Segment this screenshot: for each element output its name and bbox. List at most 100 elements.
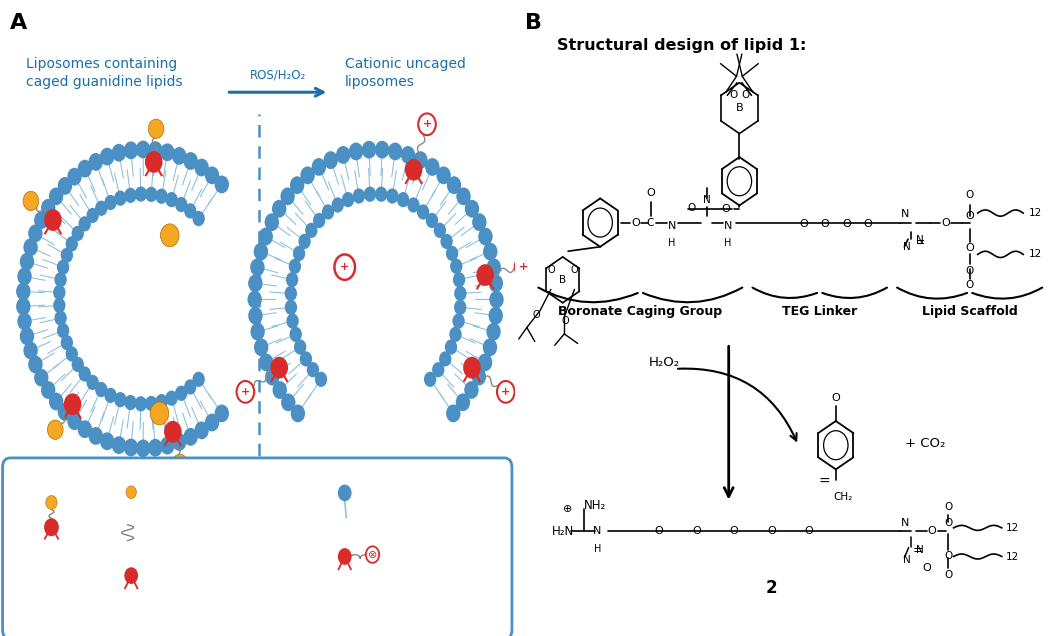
Circle shape — [248, 307, 262, 324]
Circle shape — [259, 354, 273, 371]
Circle shape — [23, 191, 39, 211]
Circle shape — [172, 433, 187, 451]
Circle shape — [254, 338, 269, 356]
Text: B: B — [560, 275, 566, 285]
Circle shape — [353, 188, 365, 204]
Circle shape — [258, 228, 273, 245]
Circle shape — [397, 192, 410, 207]
Circle shape — [401, 146, 415, 164]
Circle shape — [65, 347, 78, 362]
Circle shape — [44, 209, 62, 231]
Text: O: O — [944, 570, 952, 581]
Circle shape — [166, 192, 177, 207]
Circle shape — [67, 168, 82, 186]
Circle shape — [49, 188, 63, 205]
Circle shape — [464, 381, 479, 399]
Circle shape — [125, 568, 138, 583]
Circle shape — [78, 160, 92, 177]
Text: C: C — [647, 218, 654, 228]
Circle shape — [437, 167, 450, 184]
Circle shape — [96, 382, 107, 398]
Text: O: O — [842, 219, 850, 229]
Circle shape — [86, 208, 99, 223]
Text: O: O — [688, 203, 696, 213]
Text: O: O — [692, 526, 701, 536]
Circle shape — [405, 159, 422, 181]
Text: Cationic uncaged
liposomes: Cationic uncaged liposomes — [344, 57, 465, 88]
Circle shape — [286, 272, 298, 287]
Text: O: O — [730, 526, 738, 536]
Text: +: + — [422, 120, 432, 129]
Circle shape — [434, 223, 446, 238]
Circle shape — [45, 519, 58, 536]
Text: H: H — [668, 238, 675, 249]
Circle shape — [28, 356, 43, 373]
Text: N: N — [724, 221, 732, 231]
Circle shape — [184, 152, 197, 170]
Text: Liposomes containing
caged guanidine lipids: Liposomes containing caged guanidine lip… — [25, 57, 183, 88]
Circle shape — [497, 381, 514, 403]
Circle shape — [124, 188, 136, 203]
Circle shape — [23, 238, 38, 256]
Circle shape — [88, 153, 103, 171]
Circle shape — [161, 224, 180, 247]
Circle shape — [111, 436, 126, 454]
Circle shape — [280, 188, 295, 205]
Text: N: N — [901, 209, 909, 219]
Text: Triazole DAG lipid scaffold: Triazole DAG lipid scaffold — [142, 570, 277, 581]
Circle shape — [483, 338, 498, 356]
Circle shape — [322, 204, 334, 219]
Circle shape — [20, 252, 35, 270]
Text: +: + — [240, 387, 250, 397]
Circle shape — [338, 549, 351, 564]
Text: O: O — [966, 280, 973, 291]
Text: N: N — [903, 242, 910, 252]
Circle shape — [388, 142, 402, 160]
Circle shape — [449, 327, 462, 342]
Circle shape — [79, 216, 91, 232]
Circle shape — [54, 298, 65, 313]
Circle shape — [456, 394, 470, 411]
Circle shape — [414, 151, 427, 169]
Text: N: N — [916, 545, 924, 555]
Text: O: O — [655, 526, 664, 536]
Circle shape — [407, 197, 420, 212]
Circle shape — [250, 258, 265, 276]
Circle shape — [265, 213, 279, 231]
Circle shape — [16, 298, 30, 315]
Circle shape — [86, 375, 99, 390]
Text: H₂O₂: H₂O₂ — [649, 356, 679, 369]
Circle shape — [134, 186, 147, 202]
Circle shape — [78, 420, 92, 438]
Circle shape — [111, 144, 126, 162]
Circle shape — [194, 158, 209, 176]
Circle shape — [293, 246, 306, 261]
Circle shape — [184, 428, 197, 446]
Circle shape — [478, 354, 492, 371]
Circle shape — [34, 211, 48, 229]
Text: N: N — [903, 555, 910, 565]
Circle shape — [124, 439, 139, 457]
Text: O: O — [562, 316, 569, 326]
Text: N: N — [593, 526, 602, 536]
Text: O: O — [741, 90, 750, 100]
Circle shape — [161, 143, 174, 161]
Circle shape — [362, 141, 376, 158]
Text: N: N — [702, 195, 711, 205]
Circle shape — [336, 146, 351, 164]
Circle shape — [375, 141, 390, 158]
Circle shape — [514, 256, 532, 277]
Circle shape — [450, 259, 462, 274]
Circle shape — [16, 282, 30, 300]
Circle shape — [272, 200, 287, 218]
Circle shape — [205, 167, 219, 184]
Text: O: O — [729, 90, 737, 100]
Circle shape — [425, 158, 440, 176]
Text: Lipid Scaffold: Lipid Scaffold — [922, 305, 1017, 317]
Text: N: N — [916, 235, 924, 245]
Text: ROS/H₂O₂: ROS/H₂O₂ — [250, 69, 306, 81]
Circle shape — [254, 243, 268, 261]
Circle shape — [55, 310, 67, 326]
Circle shape — [248, 274, 262, 292]
Circle shape — [273, 381, 287, 399]
